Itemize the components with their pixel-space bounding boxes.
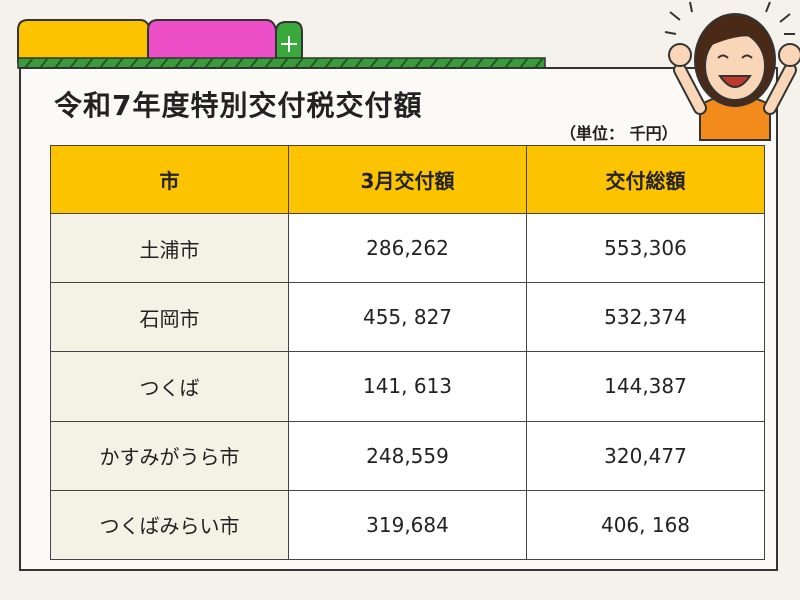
amount-cell: 141, 613 [288, 351, 527, 422]
table-row: つくば 141, 613 144,387 [50, 351, 765, 422]
amount-cell: 248,559 [288, 420, 527, 491]
unit-note: （単位： 千円） [560, 124, 678, 143]
header-cell: 3月交付額 [288, 145, 527, 214]
table-body: 土浦市 286,262 553,306 石岡市 455, 827 532,374 つくば 14… [50, 212, 765, 561]
amount-cell: 406, 168 [526, 489, 765, 561]
city-cell: つくば [50, 351, 289, 422]
city-cell: つくばみらい市 [50, 489, 289, 561]
table-row: つくばみらい市 319,684 406, 168 [50, 489, 765, 561]
tabs [17, 19, 546, 69]
amount-cell: 286,262 [288, 212, 527, 284]
header-cell: 交付総額 [526, 145, 765, 214]
amount-cell: 553,306 [526, 212, 765, 284]
header-row: 市 3月交付額 交付総額 [50, 145, 765, 214]
amount-cell: 320,477 [526, 420, 765, 491]
amount-cell: 532,374 [526, 282, 765, 353]
stripes [24, 57, 544, 69]
city-cell: 土浦市 [50, 212, 289, 284]
character-illustration [664, 1, 800, 141]
table-row: 土浦市 286,262 553,306 [50, 212, 765, 284]
title: 令和7年度特別交付税交付額 [54, 89, 423, 122]
amount-cell: 455, 827 [288, 282, 527, 353]
amount-cell: 144,387 [526, 351, 765, 422]
tab-pink[interactable] [147, 19, 277, 63]
table-row: 石岡市 455, 827 532,374 [50, 282, 765, 353]
city-cell: 石岡市 [50, 282, 289, 353]
city-cell: かすみがうら市 [50, 420, 289, 491]
amount-cell: 319,684 [288, 489, 527, 561]
header-cell: 市 [50, 145, 289, 214]
table-row: かすみがうら市 248,559 320,477 [50, 420, 765, 491]
table: 市 3月交付額 交付総額 土浦市 286,262 553,306 石岡市 455, 827 5… [50, 145, 765, 561]
